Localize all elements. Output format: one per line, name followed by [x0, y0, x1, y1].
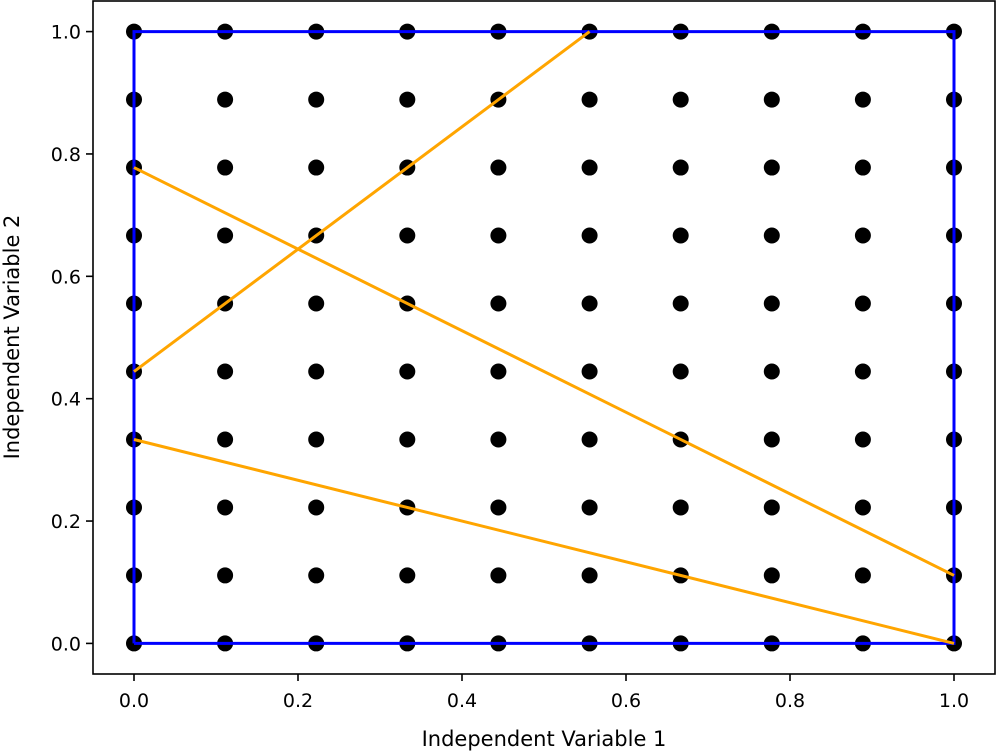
data-point-8-7 — [854, 159, 871, 176]
data-point-2-2 — [308, 499, 325, 516]
data-point-5-1 — [581, 567, 598, 584]
data-point-2-4 — [308, 363, 325, 380]
data-point-4-1 — [490, 567, 507, 584]
grid-points — [126, 23, 962, 652]
y-tick-label-3: 0.6 — [51, 266, 81, 288]
plot-area — [93, 1, 995, 674]
y-tick-label-2: 0.4 — [51, 389, 81, 411]
data-point-2-5 — [308, 295, 325, 312]
data-point-4-7 — [490, 159, 507, 176]
data-point-5-7 — [581, 159, 598, 176]
data-point-7-1 — [763, 567, 780, 584]
data-point-3-3 — [399, 431, 416, 448]
plot-frame — [92, 0, 996, 675]
data-point-3-8 — [399, 91, 416, 108]
data-point-5-5 — [581, 295, 598, 312]
data-point-8-1 — [854, 567, 871, 584]
data-point-1-2 — [217, 499, 234, 516]
data-point-2-8 — [308, 91, 325, 108]
y-tick-label-4: 0.8 — [51, 144, 81, 166]
data-point-6-8 — [672, 91, 689, 108]
data-point-8-6 — [854, 227, 871, 244]
boundary-square — [132, 30, 956, 645]
data-point-8-3 — [854, 431, 871, 448]
data-point-7-7 — [763, 159, 780, 176]
data-point-8-8 — [854, 91, 871, 108]
data-point-8-2 — [854, 499, 871, 516]
data-point-7-5 — [763, 295, 780, 312]
data-point-5-4 — [581, 363, 598, 380]
data-point-2-7 — [308, 159, 325, 176]
sample-line-1 — [133, 30, 591, 373]
data-point-3-6 — [399, 227, 416, 244]
x-tick-label-0: 0.0 — [119, 690, 149, 712]
x-tick-label-3: 0.6 — [611, 690, 641, 712]
sample-line-3 — [133, 438, 955, 645]
y-axis-label: Independent Variable 2 — [0, 215, 24, 460]
boundary-line — [132, 30, 956, 645]
data-point-7-6 — [763, 227, 780, 244]
x-tick-label-5: 1.0 — [939, 690, 969, 712]
data-point-6-4 — [672, 363, 689, 380]
y-tick-label-5: 1.0 — [51, 22, 81, 44]
data-point-7-8 — [763, 91, 780, 108]
data-point-6-6 — [672, 227, 689, 244]
data-point-8-4 — [854, 363, 871, 380]
data-point-3-4 — [399, 363, 416, 380]
data-point-6-7 — [672, 159, 689, 176]
y-tick-label-1: 0.2 — [51, 511, 81, 533]
data-point-2-3 — [308, 431, 325, 448]
data-point-7-2 — [763, 499, 780, 516]
data-point-5-2 — [581, 499, 598, 516]
y-axis-ticks: 0.0 0.2 0.4 0.6 0.8 1.0 — [51, 22, 93, 655]
data-point-1-4 — [217, 363, 234, 380]
data-point-6-2 — [672, 499, 689, 516]
data-point-6-5 — [672, 295, 689, 312]
x-axis-ticks: 0.0 0.2 0.4 0.6 0.8 1.0 — [119, 674, 969, 712]
x-tick-label-4: 0.8 — [775, 690, 805, 712]
data-point-8-5 — [854, 295, 871, 312]
data-point-1-6 — [217, 227, 234, 244]
data-point-7-3 — [763, 431, 780, 448]
data-point-1-7 — [217, 159, 234, 176]
data-point-5-3 — [581, 431, 598, 448]
x-axis-label: Independent Variable 1 — [422, 727, 667, 751]
data-point-4-3 — [490, 431, 507, 448]
data-point-4-2 — [490, 499, 507, 516]
x-tick-label-1: 0.2 — [283, 690, 313, 712]
data-point-5-6 — [581, 227, 598, 244]
data-point-3-1 — [399, 567, 416, 584]
data-point-7-4 — [763, 363, 780, 380]
sample-line-2 — [133, 166, 955, 577]
data-point-1-1 — [217, 567, 234, 584]
data-point-4-6 — [490, 227, 507, 244]
x-tick-label-2: 0.4 — [447, 690, 477, 712]
data-point-1-8 — [217, 91, 234, 108]
data-point-2-1 — [308, 567, 325, 584]
data-point-4-5 — [490, 295, 507, 312]
data-point-1-3 — [217, 431, 234, 448]
data-point-4-4 — [490, 363, 507, 380]
sample-lines — [133, 30, 955, 645]
y-tick-label-0: 0.0 — [51, 633, 81, 655]
data-point-5-8 — [581, 91, 598, 108]
